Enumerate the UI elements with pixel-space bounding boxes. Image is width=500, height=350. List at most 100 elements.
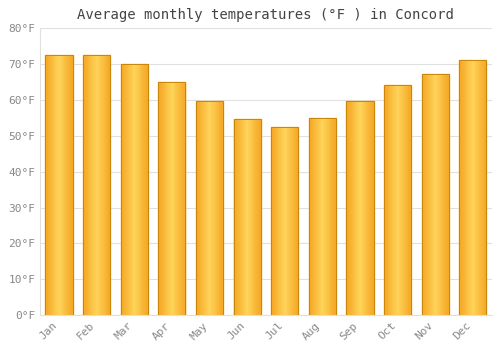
Bar (122, 64, 124, 315)
Bar (127, 64, 128, 315)
Bar (367, 102, 368, 315)
Bar (356, 102, 358, 315)
Bar (384, 85, 385, 315)
Bar (327, 118, 328, 315)
Bar (240, 119, 241, 315)
Bar (103, 55, 104, 315)
Bar (49, 55, 50, 315)
Bar (398, 85, 400, 315)
Bar (283, 127, 284, 315)
Bar (388, 85, 390, 315)
Bar (273, 127, 274, 315)
Bar (422, 75, 424, 315)
Bar (202, 102, 203, 315)
Bar (162, 82, 163, 315)
Bar (83, 55, 84, 315)
Bar (462, 60, 463, 315)
Bar (366, 102, 367, 315)
Bar (385, 85, 386, 315)
Bar (52, 55, 54, 315)
Bar (54, 55, 56, 315)
Bar (439, 75, 440, 315)
Bar (395, 85, 396, 315)
Bar (170, 82, 171, 315)
Bar (98, 55, 100, 315)
Bar (276, 127, 278, 315)
Bar (437, 75, 438, 315)
Bar (472, 60, 473, 315)
Bar (470, 60, 471, 315)
Bar (46, 55, 48, 315)
Bar (284, 127, 286, 315)
Bar (483, 60, 484, 315)
Bar (445, 75, 446, 315)
Bar (274, 127, 275, 315)
Bar (222, 102, 223, 315)
Bar (448, 75, 449, 315)
Bar (124, 64, 125, 315)
Bar (481, 60, 482, 315)
Bar (249, 119, 250, 315)
Bar (178, 82, 179, 315)
Bar (346, 102, 348, 315)
Bar (213, 102, 214, 315)
Bar (164, 82, 166, 315)
Bar (354, 102, 356, 315)
Bar (184, 82, 186, 315)
Bar (200, 102, 202, 315)
Bar (134, 64, 135, 315)
Bar (106, 55, 108, 315)
Bar (372, 102, 374, 315)
Bar (434, 75, 435, 315)
Title: Average monthly temperatures (°F ) in Concord: Average monthly temperatures (°F ) in Co… (78, 8, 454, 22)
Bar (426, 75, 427, 315)
Bar (91, 55, 92, 315)
Bar (168, 82, 169, 315)
Bar (216, 102, 218, 315)
Bar (102, 55, 103, 315)
Bar (310, 118, 312, 315)
Bar (335, 118, 336, 315)
Bar (247, 119, 248, 315)
Bar (364, 102, 366, 315)
Bar (410, 85, 411, 315)
Bar (203, 102, 204, 315)
Bar (444, 75, 445, 315)
Bar (142, 64, 144, 315)
Bar (248, 119, 249, 315)
Bar (346, 102, 374, 315)
Bar (362, 102, 364, 315)
Bar (468, 60, 469, 315)
Bar (466, 60, 468, 315)
Bar (206, 102, 207, 315)
Bar (282, 127, 283, 315)
Bar (352, 102, 353, 315)
Bar (46, 55, 72, 315)
Bar (438, 75, 439, 315)
Bar (252, 119, 254, 315)
Bar (309, 118, 336, 315)
Bar (435, 75, 436, 315)
Bar (68, 55, 69, 315)
Bar (207, 102, 208, 315)
Bar (394, 85, 395, 315)
Bar (446, 75, 447, 315)
Bar (171, 82, 172, 315)
Bar (332, 118, 333, 315)
Bar (471, 60, 472, 315)
Bar (290, 127, 291, 315)
Bar (440, 75, 442, 315)
Bar (322, 118, 324, 315)
Bar (66, 55, 67, 315)
Bar (390, 85, 392, 315)
Bar (204, 102, 205, 315)
Bar (320, 118, 322, 315)
Bar (361, 102, 362, 315)
Bar (326, 118, 327, 315)
Bar (482, 60, 483, 315)
Bar (180, 82, 181, 315)
Bar (138, 64, 139, 315)
Bar (161, 82, 162, 315)
Bar (359, 102, 360, 315)
Bar (422, 75, 449, 315)
